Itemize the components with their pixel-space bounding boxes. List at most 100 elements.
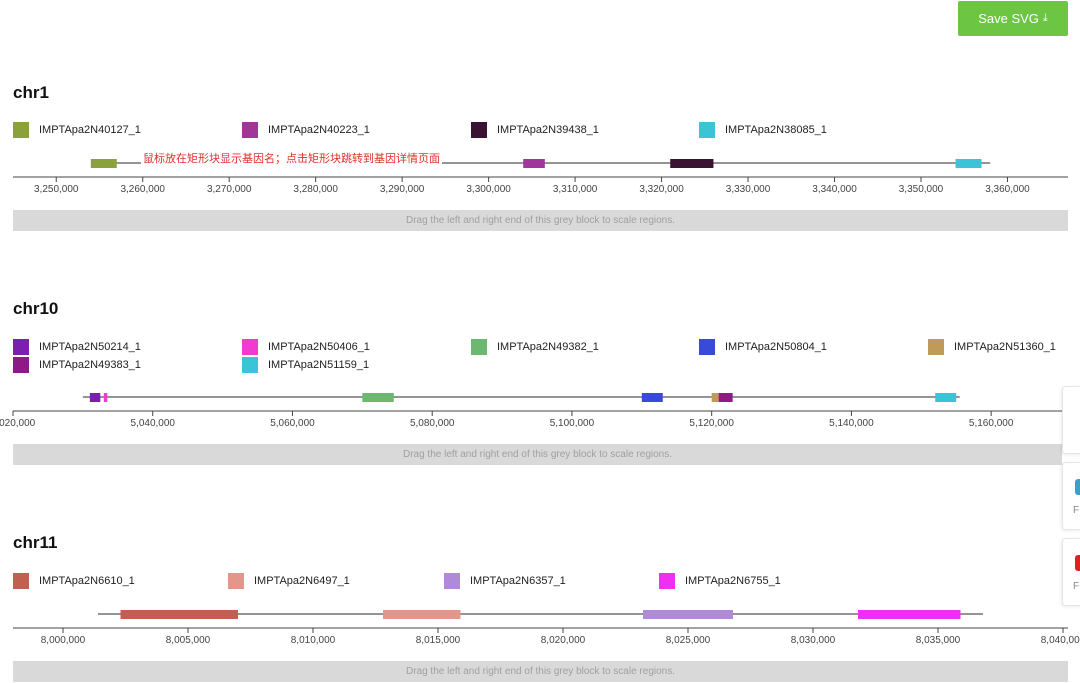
chr1-scale-bar[interactable]: Drag the left and right end of this grey… [13,210,1068,231]
legend-swatch [928,339,944,355]
gene-block[interactable]: IMPTApa2N40127_1 [90,159,117,168]
gene-block[interactable]: IMPTApa2N6357_1 [643,610,733,619]
gene-block[interactable]: IMPTApa2N50804_1 [641,393,663,402]
gene-block[interactable]: IMPTApa2N51360_1 [711,393,719,402]
gene-block[interactable]: IMPTApa2N6610_1 [120,610,239,619]
legend-item[interactable]: IMPTApa2N6610_1 [13,573,135,589]
chr11-track: IMPTApa2N6610_1 IMPTApa2N6497_1 IMPTApa2N6… [13,610,1080,646]
legend-label: IMPTApa2N49383_1 [39,359,141,371]
axis-tick-label: 8,015,000 [416,635,461,646]
axis-tick-label: 5,100,000 [550,418,595,429]
legend-item[interactable]: IMPTApa2N40127_1 [13,122,141,138]
legend-item[interactable]: IMPTApa2N38085_1 [699,122,827,138]
legend-swatch [228,573,244,589]
chr10-title: chr10 [13,299,59,318]
axis-tick-label: 3,270,000 [207,184,252,195]
gene-block[interactable]: IMPTApa2N39438_1 [670,159,714,168]
chr1-title: chr1 [13,83,49,102]
axis-tick-label: 8,040,000 [1041,635,1080,646]
axis-tick-label: 3,250,000 [34,184,79,195]
legend-label: IMPTApa2N50214_1 [39,341,141,353]
legend-swatch [471,339,487,355]
axis-tick-label: 5,140,000 [829,418,874,429]
legend-swatch [13,357,29,373]
chr11-title: chr11 [13,533,58,552]
side-text: F [1073,581,1080,592]
legend-label: IMPTApa2N40127_1 [39,124,141,136]
hint-text: 鼠标放在矩形块显示基因名；点击矩形块跳转到基因详情页面 [141,150,442,166]
legend-item[interactable]: IMPTApa2N40223_1 [242,122,370,138]
axis-tick-label: 3,280,000 [293,184,338,195]
chr11-scale-bar[interactable]: Drag the left and right end of this grey… [13,661,1068,682]
legend-label: IMPTApa2N39438_1 [497,124,599,136]
legend-label: IMPTApa2N49382_1 [497,341,599,353]
axis-tick-label: 8,005,000 [166,635,211,646]
legend-item[interactable]: IMPTApa2N51360_1 [928,339,1056,355]
legend-item[interactable]: IMPTApa2N51159_1 [242,357,369,373]
legend-swatch [699,122,715,138]
legend-label: IMPTApa2N6357_1 [470,575,566,587]
chr10-scale-bar[interactable]: Drag the left and right end of this grey… [13,444,1062,465]
legend-swatch [699,339,715,355]
legend-label: IMPTApa2N50804_1 [725,341,827,353]
save-svg-button[interactable]: Save SVG ⤓ [958,1,1068,36]
side-panel-top[interactable] [1062,386,1080,454]
axis-tick-label: 3,350,000 [899,184,944,195]
gene-block[interactable]: IMPTApa2N51159_1 [935,393,957,402]
axis-tick-label: 5,160,000 [969,418,1014,429]
legend-item[interactable]: IMPTApa2N39438_1 [471,122,599,138]
legend-swatch [242,122,258,138]
axis-tick-label: 8,025,000 [666,635,711,646]
legend-swatch [13,573,29,589]
axis-tick-label: 3,290,000 [380,184,425,195]
download-icon: ⤓ [1042,12,1048,24]
side-panel-middle[interactable]: F [1062,462,1080,530]
legend-swatch [13,122,29,138]
legend-label: IMPTApa2N6610_1 [39,575,135,587]
axis-tick-label: 3,260,000 [120,184,165,195]
gene-block[interactable]: IMPTApa2N49382_1 [362,393,394,402]
side-chip [1075,479,1080,495]
side-panel-bottom[interactable]: F [1062,538,1080,606]
legend-item[interactable]: IMPTApa2N50804_1 [699,339,827,355]
legend-label: IMPTApa2N40223_1 [268,124,370,136]
legend-item[interactable]: IMPTApa2N6755_1 [659,573,781,589]
gene-block[interactable]: IMPTApa2N6497_1 [383,610,461,619]
gene-block[interactable]: IMPTApa2N49383_1 [718,393,733,402]
axis-tick-label: 5,080,000 [410,418,455,429]
axis-tick-label: 8,020,000 [541,635,586,646]
legend-swatch [13,339,29,355]
legend-swatch [242,357,258,373]
side-text: F [1073,505,1080,516]
axis-tick-label: 5,120,000 [689,418,734,429]
gene-block[interactable]: IMPTApa2N50406_1 [103,393,108,402]
legend-swatch [659,573,675,589]
legend-item[interactable]: IMPTApa2N49382_1 [471,339,599,355]
legend-item[interactable]: IMPTApa2N50214_1 [13,339,141,355]
legend-item[interactable]: IMPTApa2N6497_1 [228,573,350,589]
gene-block[interactable]: IMPTApa2N40223_1 [523,159,545,168]
legend-item[interactable]: IMPTApa2N6357_1 [444,573,566,589]
legend-label: IMPTApa2N6497_1 [254,575,350,587]
side-chip [1075,555,1080,571]
axis-tick-label: 3,340,000 [812,184,857,195]
legend-swatch [471,122,487,138]
legend-item[interactable]: IMPTApa2N49383_1 [13,357,141,373]
legend-label: IMPTApa2N51360_1 [954,341,1056,353]
legend-label: IMPTApa2N51159_1 [268,359,370,371]
axis-tick-label: 5,040,000 [130,418,175,429]
legend-label: IMPTApa2N38085_1 [725,124,827,136]
legend-swatch [242,339,258,355]
gene-block[interactable]: IMPTApa2N50214_1 [89,393,101,402]
gene-block[interactable]: IMPTApa2N6755_1 [858,610,961,619]
gene-block[interactable]: IMPTApa2N38085_1 [955,159,982,168]
axis-tick-label: 8,030,000 [791,635,836,646]
legend-item[interactable]: IMPTApa2N50406_1 [242,339,370,355]
axis-tick-label: 3,320,000 [639,184,684,195]
legend-swatch [444,573,460,589]
axis-tick-label: 5,020,000 [0,418,36,429]
axis-tick-label: 5,060,000 [270,418,315,429]
axis-tick-label: 8,035,000 [916,635,961,646]
axis-tick-label: 3,300,000 [466,184,511,195]
